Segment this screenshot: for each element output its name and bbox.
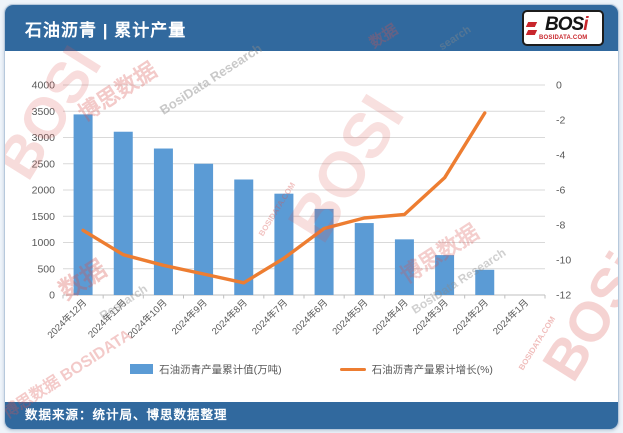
bar-2024年11月	[113, 131, 133, 295]
x-axis-label: 2024年6月	[290, 297, 331, 338]
bosi-logo: BOSi BOSIDATA.COM	[522, 10, 604, 46]
legend-bar-swatch-icon	[130, 364, 154, 374]
logo-chevrons-icon	[525, 21, 538, 35]
x-axis-label: 2024年3月	[410, 297, 451, 338]
x-axis-label: 2024年5月	[330, 297, 371, 338]
x-axis-label: 2024年7月	[249, 297, 290, 338]
chart-legend: 石油沥青产量累计值(万吨) 石油沥青产量累计增长(%)	[5, 357, 618, 381]
left-axis-tick-label: 500	[37, 263, 55, 275]
left-axis-tick-label: 0	[49, 290, 55, 302]
footer-bar: 数据来源：统计局、博思数据整理	[5, 402, 618, 429]
combo-chart: 0 500 1000 1500 2000 2500 3000 3500 4000 0 -2 -4 -6 -…	[32, 80, 572, 341]
bar-2024年12月	[73, 114, 93, 296]
legend-bar-label: 石油沥青产量累计值(万吨)	[159, 363, 282, 376]
data-source-text: 数据来源：统计局、博思数据整理	[25, 408, 228, 422]
header-bar: 石油沥青 | 累计产量 BOSi BOSIDATA.COM	[5, 5, 618, 51]
right-axis-tick-label: -2	[556, 115, 565, 127]
right-axis-tick-label: -8	[556, 220, 565, 232]
x-axis-label: 2024年11月	[86, 297, 130, 341]
right-axis-tick-label: -6	[556, 185, 565, 197]
legend-item-growth: 石油沥青产量累计增长(%)	[339, 362, 493, 377]
chart-area: 0 500 1000 1500 2000 2500 3000 3500 4000 0 -2 -4 -6 -…	[5, 51, 618, 403]
right-axis-tick-label: -4	[556, 150, 565, 162]
logo-text: BOSi	[545, 14, 589, 35]
left-axis-tick-label: 1000	[32, 237, 56, 249]
bar-2024年2月	[475, 269, 495, 295]
left-axis-tick-label: 4000	[32, 80, 56, 92]
x-axis-label: 2024年8月	[209, 297, 250, 338]
legend-line-label: 石油沥青产量累计增长(%)	[371, 363, 493, 376]
x-axis-label: 2024年4月	[370, 297, 411, 338]
bar-2024年9月	[194, 163, 214, 295]
left-axis-tick-label: 2500	[32, 158, 56, 170]
bar-2024年7月	[274, 193, 294, 295]
chart-title: 石油沥青 | 累计产量	[25, 20, 187, 40]
right-axis-tick-label: 0	[556, 80, 562, 92]
bar-2024年5月	[354, 223, 374, 295]
bar-2024年4月	[394, 239, 414, 295]
right-axis-tick-label: -12	[556, 290, 571, 302]
x-axis-label: 2024年10月	[125, 297, 169, 341]
bar-2024年8月	[234, 179, 254, 295]
report-card: 石油沥青 | 累计产量 BOSi BOSIDATA.COM 0 500 1000 15…	[4, 4, 619, 430]
x-axis-label: 2024年1月	[490, 297, 531, 338]
x-axis-label: 2024年2月	[450, 297, 491, 338]
logo-domain: BOSIDATA.COM	[539, 35, 588, 41]
x-axis-label: 2024年9月	[169, 297, 210, 338]
bar-2024年3月	[435, 255, 455, 295]
legend-item-production: 石油沥青产量累计值(万吨)	[130, 362, 282, 377]
left-axis-tick-label: 3500	[32, 106, 56, 118]
bar-2024年10月	[153, 148, 173, 295]
left-axis-tick-label: 1500	[32, 211, 56, 223]
left-axis-tick-label: 3000	[32, 132, 56, 144]
right-axis-tick-label: -10	[556, 255, 571, 267]
left-axis-tick-label: 2000	[32, 185, 56, 197]
growth-line	[81, 111, 487, 285]
bar-2024年6月	[314, 208, 334, 295]
x-axis-label: 2024年12月	[45, 297, 89, 341]
legend-line-swatch-icon	[339, 367, 366, 371]
